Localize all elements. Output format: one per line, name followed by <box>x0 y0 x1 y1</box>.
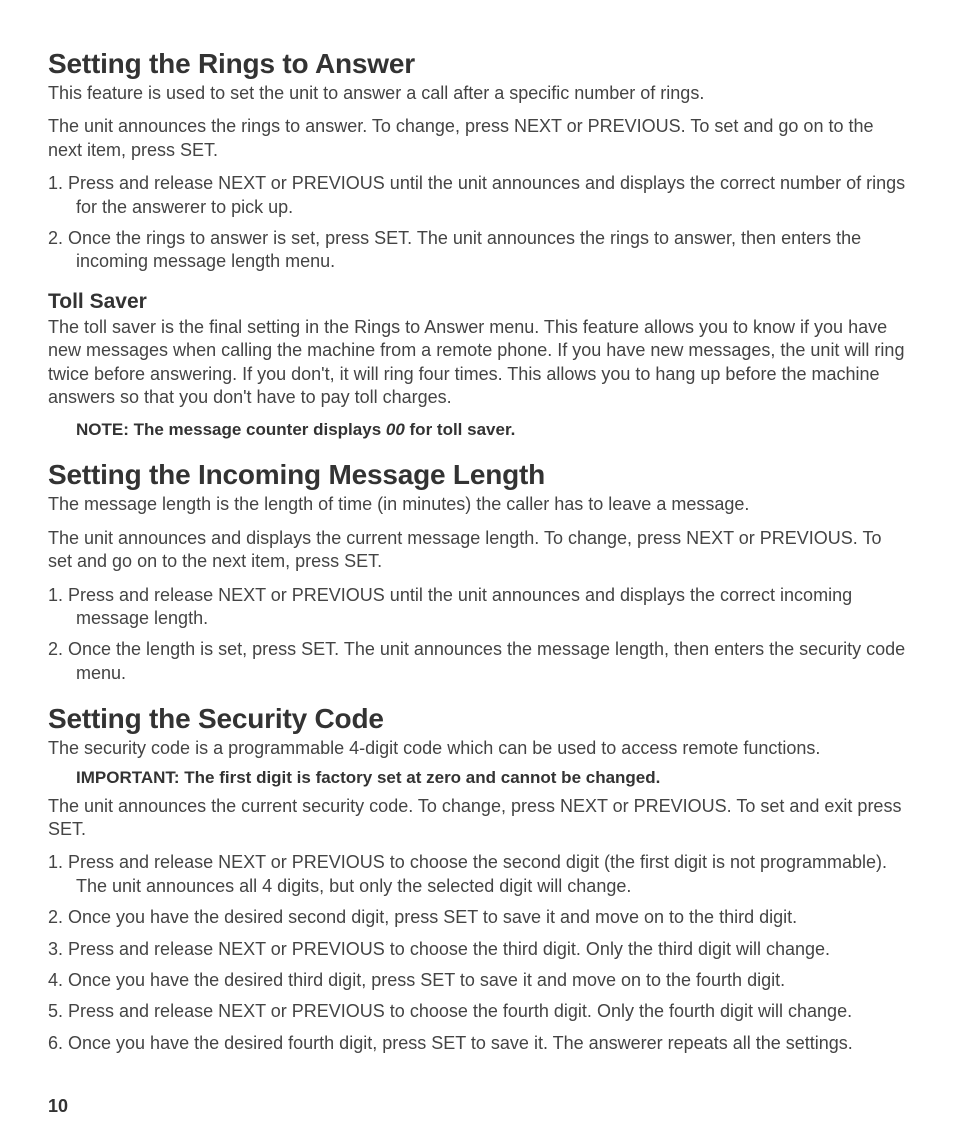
step-item: 3. Press and release NEXT or PREVIOUS to… <box>48 938 906 961</box>
manual-page: Setting the Rings to Answer This feature… <box>0 0 954 1145</box>
step-item: 1. Press and release NEXT or PREVIOUS to… <box>48 851 906 898</box>
para: The unit announces the current security … <box>48 795 906 842</box>
step-item: 2. Once the rings to answer is set, pres… <box>48 227 906 274</box>
note-text: NOTE: The message counter displays <box>76 420 386 439</box>
note-toll-saver: NOTE: The message counter displays 00 fo… <box>76 419 906 441</box>
para: The security code is a programmable 4-di… <box>48 737 906 760</box>
heading-rings: Setting the Rings to Answer <box>48 48 906 80</box>
step-item: 2. Once you have the desired second digi… <box>48 906 906 929</box>
para: The toll saver is the final setting in t… <box>48 316 906 410</box>
steps-list: 1. Press and release NEXT or PREVIOUS un… <box>48 584 906 686</box>
para: The unit announces and displays the curr… <box>48 527 906 574</box>
heading-security-code: Setting the Security Code <box>48 703 906 735</box>
subheading-toll-saver: Toll Saver <box>48 290 906 314</box>
section-rings-to-answer: Setting the Rings to Answer This feature… <box>48 48 906 441</box>
step-item: 1. Press and release NEXT or PREVIOUS un… <box>48 172 906 219</box>
para: The unit announces the rings to answer. … <box>48 115 906 162</box>
page-number: 10 <box>48 1096 68 1117</box>
steps-list: 1. Press and release NEXT or PREVIOUS to… <box>48 851 906 1055</box>
note-text: for toll saver. <box>405 420 516 439</box>
section-security-code: Setting the Security Code The security c… <box>48 703 906 1055</box>
note-emphasis: 00 <box>386 420 405 439</box>
step-item: 2. Once the length is set, press SET. Th… <box>48 638 906 685</box>
step-item: 5. Press and release NEXT or PREVIOUS to… <box>48 1000 906 1023</box>
heading-message-length: Setting the Incoming Message Length <box>48 459 906 491</box>
step-item: 4. Once you have the desired third digit… <box>48 969 906 992</box>
step-item: 1. Press and release NEXT or PREVIOUS un… <box>48 584 906 631</box>
para: The message length is the length of time… <box>48 493 906 516</box>
important-note: IMPORTANT: The first digit is factory se… <box>76 767 906 789</box>
step-item: 6. Once you have the desired fourth digi… <box>48 1032 906 1055</box>
section-message-length: Setting the Incoming Message Length The … <box>48 459 906 685</box>
para: This feature is used to set the unit to … <box>48 82 906 105</box>
steps-list: 1. Press and release NEXT or PREVIOUS un… <box>48 172 906 274</box>
